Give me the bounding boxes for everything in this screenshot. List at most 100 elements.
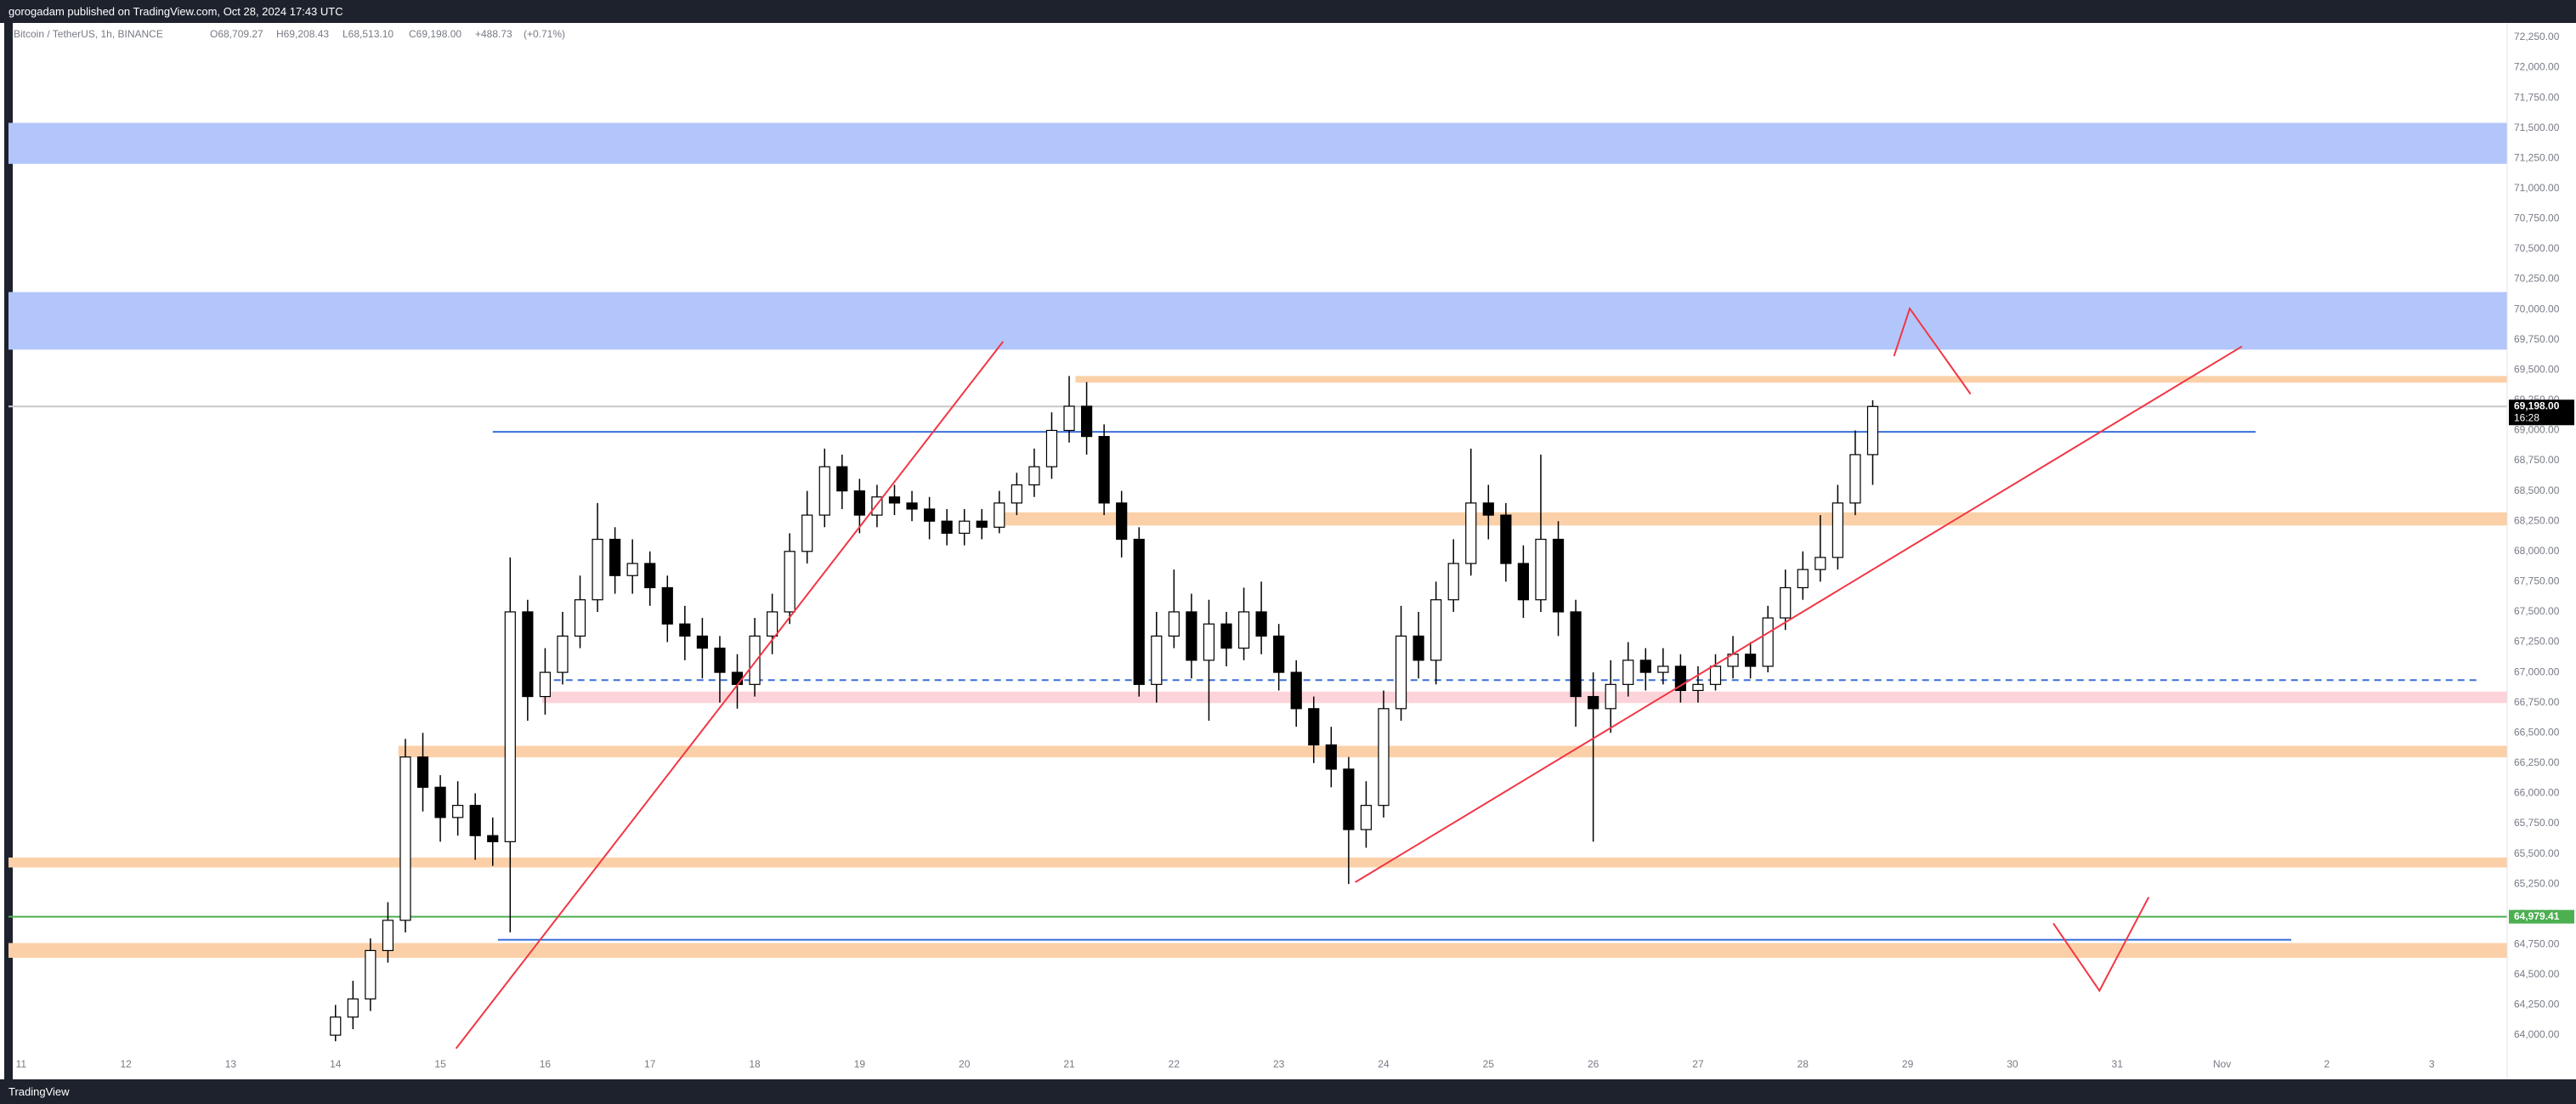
candle-body — [487, 835, 499, 842]
candle-body — [767, 611, 778, 637]
x-tick-label: 18 — [749, 1058, 761, 1070]
candle-body — [749, 635, 761, 685]
candle-body — [976, 520, 988, 528]
candle-body — [1570, 611, 1582, 698]
zone — [994, 512, 2507, 526]
zone — [8, 122, 2507, 164]
y-tick-label: 72,250.00 — [2514, 31, 2560, 42]
candle-body — [1045, 429, 1058, 467]
trend-line — [2052, 897, 2150, 993]
header-bar: gorogadam published on TradingView.com, … — [0, 0, 2576, 23]
x-tick-label: 31 — [2112, 1058, 2124, 1070]
candle-body — [434, 786, 446, 818]
candle-body — [1028, 466, 1040, 486]
candle-body — [1797, 569, 1809, 589]
y-tick-label: 68,000.00 — [2514, 545, 2560, 557]
legend-value: O68,709.27 — [210, 28, 263, 40]
candle-body — [539, 671, 552, 698]
candle-body — [644, 563, 656, 589]
x-tick-label: 24 — [1378, 1058, 1390, 1070]
y-tick-label: 72,000.00 — [2514, 61, 2560, 73]
candle-body — [1343, 768, 1355, 830]
x-tick-label: 14 — [330, 1058, 342, 1070]
zone — [398, 745, 2508, 758]
y-tick-label: 70,750.00 — [2514, 212, 2560, 224]
candle-body — [731, 671, 744, 685]
price-tag-label: 69,198.00 — [2514, 399, 2560, 411]
candle-body — [1517, 563, 1530, 601]
candle-body — [1080, 405, 1093, 438]
y-tick-label: 71,250.00 — [2514, 151, 2560, 163]
candle-body — [382, 920, 394, 952]
y-tick-label: 71,000.00 — [2514, 182, 2560, 194]
candle-body — [452, 805, 464, 818]
candle-body — [1378, 708, 1390, 807]
candle-body — [626, 563, 638, 576]
price-axis-bg — [2507, 23, 2576, 1079]
candle-body — [1186, 611, 1197, 661]
footer-bar: TradingView — [0, 1079, 2576, 1104]
y-tick-label: 69,000.00 — [2514, 424, 2560, 436]
x-tick-label: 30 — [2007, 1058, 2018, 1070]
candle-body — [1657, 665, 1669, 673]
candle-body — [1011, 484, 1022, 504]
candle-body — [1395, 635, 1407, 710]
zone — [541, 691, 2507, 704]
y-tick-label: 67,750.00 — [2514, 575, 2560, 587]
candle-body — [1151, 635, 1163, 685]
legend-value: (+0.71%) — [524, 28, 565, 40]
candle-body — [1220, 623, 1232, 649]
candle-body — [1692, 683, 1704, 692]
candle-body — [330, 1016, 342, 1036]
x-tick-label: 19 — [854, 1058, 866, 1070]
x-tick-label: 13 — [225, 1058, 237, 1070]
candle-body — [399, 756, 411, 921]
candle-body — [661, 586, 673, 625]
candle-body — [1866, 405, 1879, 456]
y-tick-label: 66,250.00 — [2514, 756, 2560, 768]
chart-bg — [0, 23, 2576, 1079]
candle-body — [1308, 708, 1320, 746]
candle-body — [1237, 611, 1250, 649]
x-tick-label: 15 — [434, 1058, 446, 1070]
candle-body — [1360, 805, 1373, 830]
legend-value: L68,513.10 — [343, 28, 393, 40]
x-tick-label: 21 — [1063, 1058, 1075, 1070]
candle-body — [469, 805, 481, 836]
y-tick-label: 70,250.00 — [2514, 273, 2560, 285]
trend-line — [455, 341, 1005, 1050]
y-tick-label: 70,500.00 — [2514, 242, 2560, 254]
candle-body — [888, 496, 901, 504]
zone — [1075, 376, 2507, 383]
x-tick-label: 11 — [16, 1058, 27, 1070]
trend-line — [1355, 345, 2243, 883]
candle-body — [1447, 563, 1459, 601]
candle-body — [1762, 617, 1774, 667]
y-tick-label: 68,500.00 — [2514, 484, 2560, 496]
candle-body — [1098, 435, 1110, 504]
candle-body — [906, 502, 918, 510]
x-tick-label: 16 — [540, 1058, 552, 1070]
candle-body — [1413, 635, 1424, 661]
candle-body — [592, 538, 603, 601]
price-tag — [2509, 399, 2574, 426]
y-tick-label: 71,500.00 — [2514, 122, 2560, 133]
chart: Bitcoin / TetherUS, 1h, BINANCE O68,709.… — [0, 23, 2576, 1079]
x-tick-label: 20 — [959, 1058, 971, 1070]
legend-value: +488.73 — [475, 28, 512, 40]
candle-body — [416, 756, 429, 788]
candle-body — [1500, 514, 1512, 564]
candle-body — [1605, 683, 1616, 710]
x-tick-label: 27 — [1692, 1058, 1704, 1070]
candle-body — [347, 998, 359, 1018]
y-tick-label: 64,500.00 — [2514, 968, 2560, 980]
candle-body — [1745, 654, 1757, 667]
y-tick-label: 64,750.00 — [2514, 937, 2560, 949]
candle-body — [679, 623, 691, 637]
candle-body — [836, 466, 848, 492]
x-tick-label: 3 — [2429, 1058, 2435, 1070]
y-tick-label: 65,750.00 — [2514, 817, 2560, 829]
zone — [8, 857, 2507, 868]
candle-body — [714, 648, 726, 673]
